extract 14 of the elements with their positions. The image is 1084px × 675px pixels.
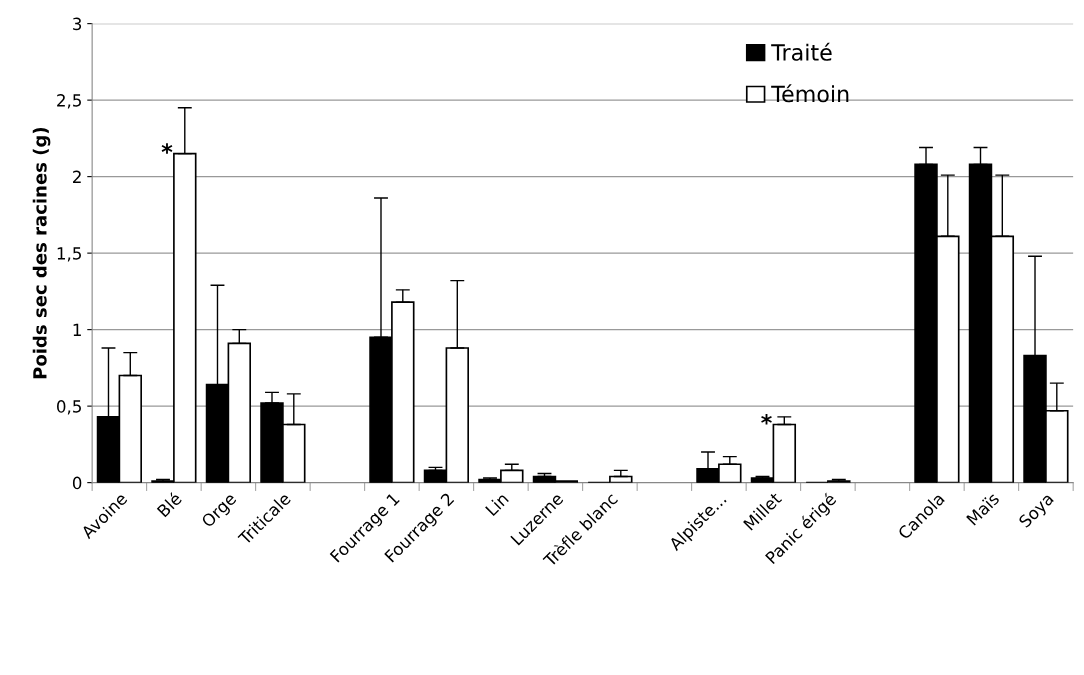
x-tick-label: Lin bbox=[484, 491, 509, 517]
y-tick-label: 3 bbox=[73, 17, 82, 31]
y-tick-label: 0,5 bbox=[57, 400, 81, 415]
y-tick-label: 1,5 bbox=[57, 247, 81, 262]
legend-label: Traité bbox=[771, 42, 832, 61]
annotation: * bbox=[161, 143, 173, 154]
y-tick-label: 1 bbox=[73, 323, 81, 336]
y-tick-label: 2 bbox=[73, 170, 81, 183]
y-tick-label: 2,5 bbox=[57, 94, 81, 109]
y-tick-label: 0 bbox=[72, 476, 82, 490]
legend-label: Témoin bbox=[771, 84, 849, 103]
annotation: * bbox=[761, 414, 772, 425]
y-axis-title: Poids sec des racines (g) bbox=[32, 127, 51, 379]
x-tick-label: Blé bbox=[155, 491, 183, 518]
